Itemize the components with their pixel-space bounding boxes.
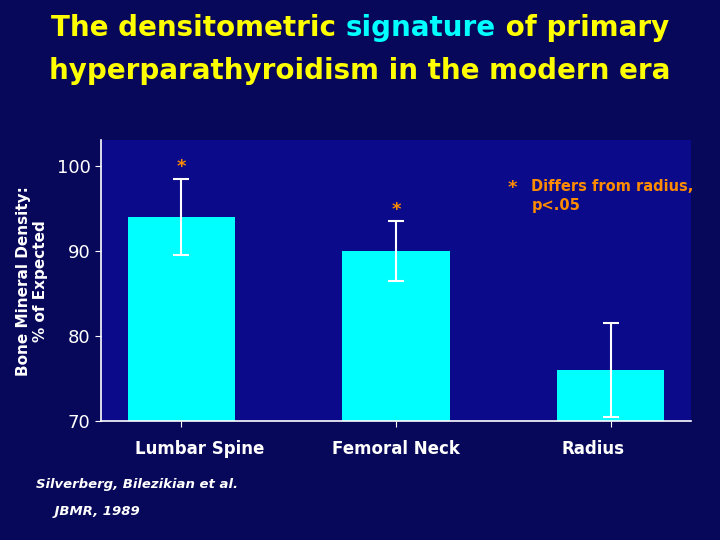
- Text: Femoral Neck: Femoral Neck: [332, 440, 460, 458]
- Text: hyperparathyroidism in the modern era: hyperparathyroidism in the modern era: [49, 57, 671, 85]
- Text: JBMR, 1989: JBMR, 1989: [36, 505, 140, 518]
- Text: The densitometric: The densitometric: [51, 14, 346, 42]
- Text: Silverberg, Bilezikian et al.: Silverberg, Bilezikian et al.: [36, 478, 238, 491]
- Text: *: *: [176, 158, 186, 176]
- Bar: [342, 251, 450, 421]
- Text: signature: signature: [346, 14, 496, 42]
- Text: Radius: Radius: [562, 440, 624, 458]
- Text: of primary: of primary: [496, 14, 669, 42]
- Text: Lumbar Spine: Lumbar Spine: [135, 440, 264, 458]
- Bar: [557, 370, 665, 421]
- Text: *: *: [508, 179, 517, 197]
- Y-axis label: Bone Mineral Density:
% of Expected: Bone Mineral Density: % of Expected: [16, 186, 48, 376]
- Text: Differs from radius,
p<.05: Differs from radius, p<.05: [531, 179, 693, 213]
- Bar: [127, 217, 235, 421]
- Text: *: *: [391, 201, 401, 219]
